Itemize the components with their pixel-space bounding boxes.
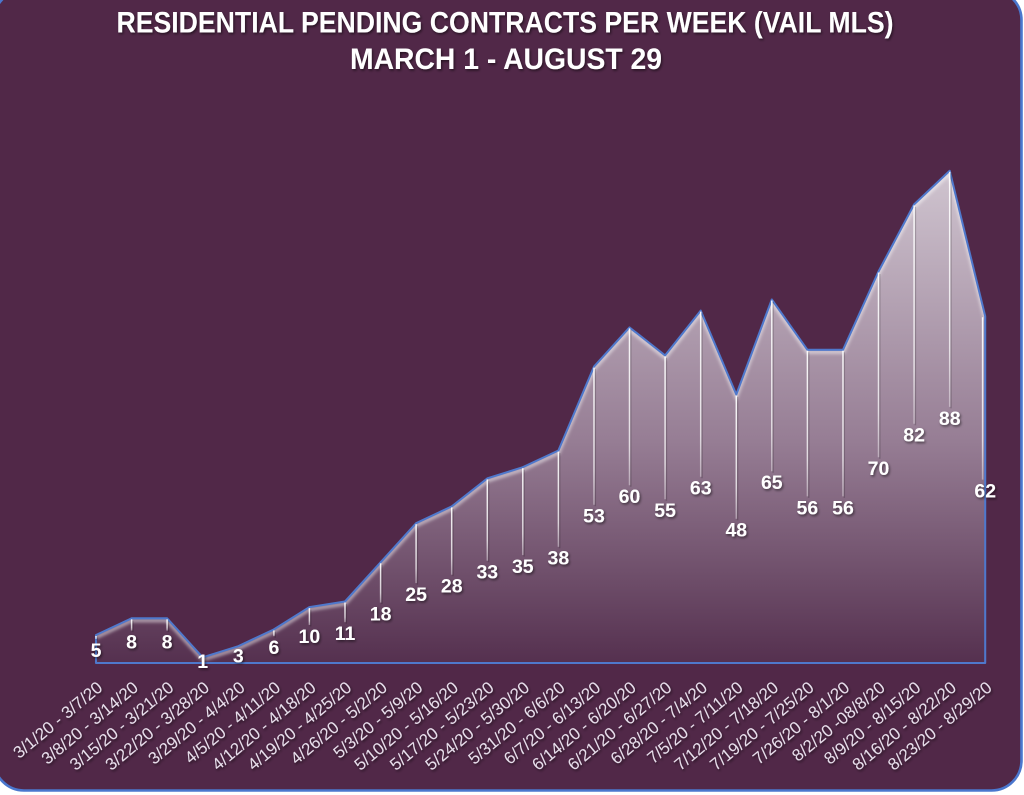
svg-text:55: 55 bbox=[654, 500, 676, 522]
svg-text:53: 53 bbox=[583, 506, 605, 528]
svg-text:3: 3 bbox=[233, 646, 244, 668]
svg-text:MARCH 1 - AUGUST 29: MARCH 1 - AUGUST 29 bbox=[350, 43, 662, 76]
svg-text:38: 38 bbox=[548, 548, 570, 570]
svg-text:33: 33 bbox=[476, 562, 498, 584]
svg-text:5: 5 bbox=[91, 640, 102, 662]
svg-text:1: 1 bbox=[197, 651, 208, 673]
svg-text:11: 11 bbox=[335, 623, 356, 645]
svg-text:10: 10 bbox=[299, 626, 321, 648]
svg-text:60: 60 bbox=[619, 486, 641, 508]
svg-text:56: 56 bbox=[797, 497, 819, 519]
svg-text:35: 35 bbox=[512, 556, 534, 578]
svg-text:RESIDENTIAL PENDING CONTRACTS: RESIDENTIAL PENDING CONTRACTS PER WEEK (… bbox=[117, 6, 894, 39]
svg-text:18: 18 bbox=[370, 604, 392, 626]
svg-text:25: 25 bbox=[405, 584, 427, 606]
svg-text:82: 82 bbox=[903, 425, 925, 447]
svg-text:88: 88 bbox=[939, 408, 961, 430]
svg-text:28: 28 bbox=[441, 576, 463, 598]
svg-text:56: 56 bbox=[832, 497, 854, 519]
svg-text:6: 6 bbox=[268, 637, 279, 659]
svg-text:63: 63 bbox=[690, 478, 712, 500]
svg-text:65: 65 bbox=[761, 472, 783, 494]
svg-text:8: 8 bbox=[162, 632, 173, 654]
svg-text:70: 70 bbox=[868, 458, 890, 480]
svg-text:62: 62 bbox=[974, 481, 996, 503]
svg-text:48: 48 bbox=[725, 520, 747, 542]
svg-text:8: 8 bbox=[126, 632, 137, 654]
